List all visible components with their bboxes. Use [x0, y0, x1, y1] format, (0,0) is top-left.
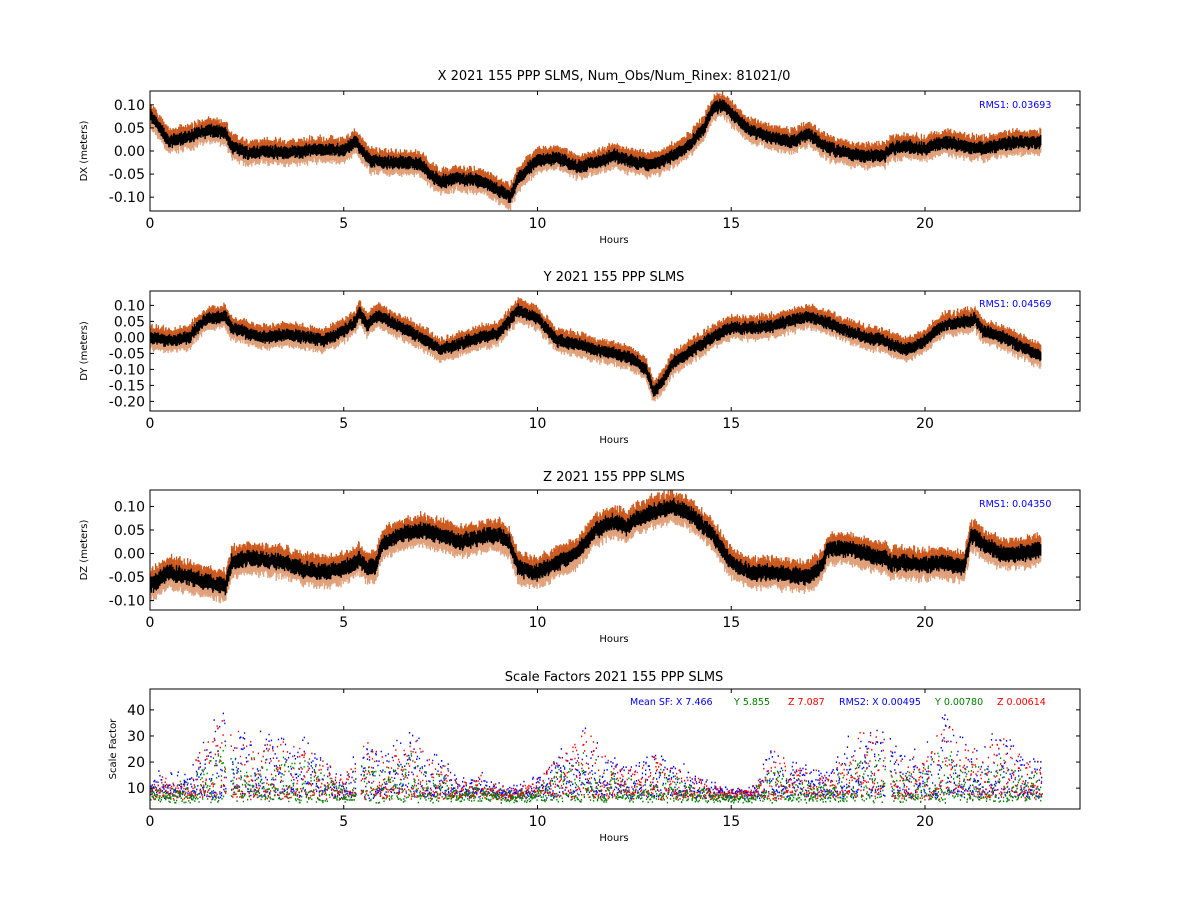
panel-dy: Y 2021 155 PPP SLMS 0 5 10 15 20 0.100.050.00…: [79, 270, 1081, 446]
y-tick-label: 0.00: [114, 144, 145, 160]
y-tick-label: 30: [127, 729, 145, 745]
y-tick-label: 0.10: [114, 499, 145, 515]
x-tick-label: 15: [722, 615, 740, 631]
x-tick-label: 15: [722, 216, 740, 232]
y-tick-label: -0.05: [109, 570, 145, 586]
y-tick-label: -0.15: [109, 378, 145, 394]
panel-dx-title: X 2021 155 PPP SLMS, Num_Obs/Num_Rinex: …: [438, 69, 791, 84]
y-tick-label: 0.10: [114, 298, 145, 314]
position-series: [150, 98, 1042, 203]
y-tick-label: 10: [127, 781, 145, 797]
y-tick-label: -0.10: [109, 362, 145, 378]
sf-rms2-x: RMS2: X 0.00495: [839, 697, 921, 708]
panel-dx-ylabel: DX (meters): [79, 120, 90, 181]
panel-sf-title: Scale Factors 2021 155 PPP SLMS: [505, 670, 724, 685]
panel-2-marks: [150, 490, 1042, 604]
y-tick-label: -0.05: [109, 167, 145, 183]
panel-dz-rms-annotation: RMS1: 0.04350: [979, 499, 1051, 510]
x-tick-label: 20: [916, 814, 934, 830]
x-tick-label: 10: [529, 216, 547, 232]
y-tick-label: 40: [127, 703, 145, 719]
sf-mean-z: Z 7.087: [788, 697, 825, 708]
x-tick-label: 0: [146, 615, 155, 631]
panel-dy-ticks: 0 5 10 15 20 0.100.050.00-0.05-0.10-0.15-0.20: [109, 291, 1080, 432]
x-tick-label: 5: [339, 814, 348, 830]
panel-sf-ylabel: Scale Factor: [108, 718, 119, 780]
panel-dz-xlabel: Hours: [599, 634, 628, 645]
y-tick-label: 0.05: [114, 314, 145, 330]
x-tick-label: 20: [916, 216, 934, 232]
panel-dy-xlabel: Hours: [599, 435, 628, 446]
position-series: [150, 498, 1042, 596]
panel-dy-rms-annotation: RMS1: 0.04569: [979, 299, 1051, 310]
x-tick-label: 5: [339, 416, 348, 432]
panel-sf-frame: [149, 688, 1081, 810]
panel-dx-rms-annotation: RMS1: 0.03693: [979, 100, 1051, 111]
x-tick-label: 0: [146, 216, 155, 232]
x-tick-label: 0: [146, 416, 155, 432]
panel-0-marks: [150, 91, 1042, 211]
y-tick-label: 20: [127, 755, 145, 771]
x-tick-label: 10: [529, 416, 547, 432]
x-tick-label: 5: [339, 216, 348, 232]
y-tick-label: -0.20: [109, 394, 145, 410]
panel-dx-xlabel: Hours: [599, 235, 628, 246]
panel-dy-ylabel: DY (meters): [79, 321, 90, 381]
y-tick-label: 0.00: [114, 547, 145, 563]
x-tick-label: 5: [339, 615, 348, 631]
sf-mean-y: Y 5.855: [733, 697, 770, 708]
panel-dx-ticks: 0 5 10 15 20 0.10 0.05 0.00 -0.05 -0.10: [109, 91, 1080, 232]
y-tick-label: 0.05: [114, 523, 145, 539]
panel-dz-title: Z 2021 155 PPP SLMS: [543, 470, 685, 485]
panel-dy-plot-area: [150, 297, 1042, 402]
panel-dz-ticks: 0 5 10 15 20 0.10 0.05 0.00 -0.05 -0.10: [109, 490, 1080, 631]
panel-dz-ylabel: DZ (meters): [79, 519, 90, 580]
panel-dx-plot-area: [150, 91, 1042, 211]
position-series: [150, 303, 1042, 397]
sf-mean-x: Mean SF: X 7.466: [630, 697, 713, 708]
sf-rms2-z: Z 0.00614: [997, 697, 1046, 708]
panel-scale-factors: Scale Factors 2021 155 PPP SLMS 0 5 10 15 20…: [108, 670, 1081, 844]
y-tick-label: 0.10: [114, 98, 145, 114]
x-tick-label: 10: [529, 814, 547, 830]
y-tick-label: 0.00: [114, 330, 145, 346]
y-tick-label: 0.05: [114, 121, 145, 137]
x-tick-label: 15: [722, 814, 740, 830]
y-tick-label: -0.10: [109, 594, 145, 610]
panel-sf-legend: Mean SF: X 7.466 Y 5.855 Z 7.087 RMS2: X…: [630, 697, 1046, 708]
panel-sf-ticks: 0 5 10 15 20 40 30 20 10: [127, 689, 1080, 830]
x-tick-label: 10: [529, 615, 547, 631]
panel-dx: X 2021 155 PPP SLMS, Num_Obs/Num_Rinex: …: [79, 69, 1081, 246]
panel-sf-plot-area: [150, 712, 1043, 804]
panel-dz: Z 2021 155 PPP SLMS 0 5 10 15 20 0.10 0.05 0.00…: [79, 470, 1081, 645]
panel-dz-plot-area: [150, 490, 1042, 604]
panel-dz-frame: [149, 489, 1081, 611]
panel-sf-xlabel: Hours: [599, 833, 628, 844]
y-tick-label: -0.05: [109, 346, 145, 362]
panel-1-marks: [150, 297, 1042, 402]
panel-dy-title: Y 2021 155 PPP SLMS: [543, 270, 685, 285]
x-tick-label: 0: [146, 814, 155, 830]
x-tick-label: 20: [916, 615, 934, 631]
sf-rms2-y: Y 0.00780: [934, 697, 983, 708]
y-tick-label: -0.10: [109, 190, 145, 206]
x-tick-label: 20: [916, 416, 934, 432]
panel-dy-frame: [149, 290, 1081, 412]
panel-3-marks: [150, 712, 1043, 804]
scale-factor-series-y: [150, 744, 1043, 804]
x-tick-label: 15: [722, 416, 740, 432]
